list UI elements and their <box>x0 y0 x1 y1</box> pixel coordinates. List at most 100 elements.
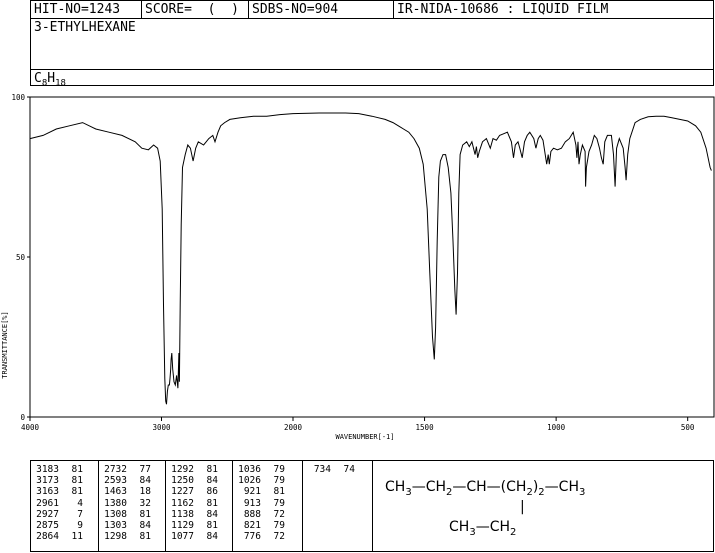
peak-row: 3183 81 <box>31 464 98 475</box>
peak-row: 3173 81 <box>31 475 98 486</box>
peak-row: 913 79 <box>233 498 302 509</box>
peak-transmittance: 84 <box>206 531 218 543</box>
score-field: SCORE= ( ) <box>142 1 249 18</box>
peak-transmittance: 84 <box>139 475 151 487</box>
structure-branch: CH3—CH2 <box>449 519 517 538</box>
peak-row: 2593 84 <box>99 475 165 486</box>
peak-wavenumber: 2593 <box>104 475 127 487</box>
peak-transmittance: 79 <box>273 464 285 475</box>
peak-row: 1227 86 <box>166 486 232 497</box>
peak-wavenumber: 1380 <box>104 497 127 509</box>
peak-wavenumber: 1162 <box>171 497 194 509</box>
peak-transmittance: 81 <box>71 464 83 475</box>
peak-transmittance: 84 <box>139 520 151 532</box>
spectrum-header: HIT-NO=1243 SCORE= ( ) SDBS-NO=904 IR-NI… <box>30 0 714 89</box>
peak-wavenumber: 1298 <box>104 531 127 543</box>
peak-transmittance: 18 <box>139 486 151 498</box>
peak-transmittance: 84 <box>206 475 218 487</box>
peak-row: 1298 81 <box>99 531 165 542</box>
peak-wavenumber: 3173 <box>36 475 59 487</box>
x-tick-label: 3000 <box>152 423 171 432</box>
peak-row: 2864 11 <box>31 531 98 542</box>
peak-wavenumber: 1026 <box>238 475 261 487</box>
peak-row: 2732 77 <box>99 464 165 475</box>
transmittance-curve <box>29 112 712 405</box>
peak-wavenumber: 2732 <box>104 464 127 475</box>
peak-row: 888 72 <box>233 509 302 520</box>
peak-transmittance: 32 <box>139 497 151 509</box>
peak-column-3: 1292 81 1250 84 1227 86 1162 81 1138 84 1129 81 1077… <box>166 461 233 551</box>
x-tick-label: 1000 <box>547 423 566 432</box>
peak-wavenumber: 2864 <box>36 531 59 543</box>
peak-transmittance: 9 <box>77 520 83 532</box>
y-tick-label: 50 <box>16 253 26 262</box>
peak-transmittance: 81 <box>206 520 218 532</box>
y-axis-ticks: 0 50 100 <box>11 93 30 422</box>
peak-transmittance: 72 <box>273 531 285 543</box>
x-tick-label: 1500 <box>416 423 435 432</box>
peak-wavenumber: 1138 <box>171 508 194 520</box>
peak-row: 1463 18 <box>99 486 165 497</box>
ir-sample-info: IR-NIDA-10686 : LIQUID FILM <box>397 2 609 17</box>
peak-transmittance: 81 <box>139 508 151 520</box>
peak-row: 1026 79 <box>233 475 302 486</box>
peak-row: 3163 81 <box>31 486 98 497</box>
peak-wavenumber: 1227 <box>171 486 194 498</box>
structural-formula: CH3—CH2—CH—(CH2)2—CH3 | CH3—CH2 <box>373 461 713 551</box>
peak-transmittance: 81 <box>273 486 285 498</box>
peak-wavenumber: 913 <box>243 497 261 509</box>
x-tick-label: 4000 <box>21 423 40 432</box>
peak-row: 1292 81 <box>166 464 232 475</box>
peak-row: 776 72 <box>233 531 302 542</box>
peak-row: 1303 84 <box>99 520 165 531</box>
peak-transmittance: 79 <box>273 475 285 487</box>
peak-column-5: 734 74 <box>303 461 373 551</box>
peak-wavenumber: 1250 <box>171 475 194 487</box>
peak-wavenumber: 2927 <box>36 508 59 520</box>
peak-wavenumber: 1129 <box>171 520 194 532</box>
x-tick-label: 2000 <box>284 423 303 432</box>
plot-frame <box>29 96 715 418</box>
peak-row: 2927 7 <box>31 509 98 520</box>
peak-wavenumber: 1292 <box>171 464 194 475</box>
peak-column-2: 2732 77 2593 84 1463 18 1380 32 1308 81 1303 84 1298… <box>99 461 166 551</box>
peak-row: 1129 81 <box>166 520 232 531</box>
peak-row: 921 81 <box>233 486 302 497</box>
peak-transmittance: 11 <box>71 531 83 543</box>
peak-row: 734 74 <box>303 464 372 475</box>
peak-wavenumber: 821 <box>243 520 261 532</box>
peak-wavenumber: 888 <box>243 508 261 520</box>
x-axis-ticks: 4000 3000 2000 1500 1000 500 <box>21 417 695 432</box>
peak-transmittance: 79 <box>273 520 285 532</box>
peak-transmittance: 74 <box>343 464 355 475</box>
peak-transmittance: 81 <box>71 486 83 498</box>
peak-wavenumber: 1303 <box>104 520 127 532</box>
header-divider <box>31 18 713 19</box>
peak-row: 2875 9 <box>31 520 98 531</box>
hit-number: HIT-NO=1243 <box>31 1 142 18</box>
peak-column-4: 1036 79 1026 79 921 81 913 79 888 72 821 79 776 72 <box>233 461 303 551</box>
peak-row: 2961 4 <box>31 498 98 509</box>
peak-transmittance: 81 <box>206 464 218 475</box>
peak-transmittance: 81 <box>71 475 83 487</box>
x-tick-label: 500 <box>681 423 695 432</box>
peak-wavenumber: 1308 <box>104 508 127 520</box>
peak-wavenumber: 2961 <box>36 497 59 509</box>
peak-wavenumber: 1463 <box>104 486 127 498</box>
peak-wavenumber: 3163 <box>36 486 59 498</box>
structure-branch-bond: | <box>520 499 525 515</box>
peak-row: 1162 81 <box>166 498 232 509</box>
peak-wavenumber: 2875 <box>36 520 59 532</box>
formula-divider <box>31 69 713 70</box>
x-axis-label: WAVENUMBER[-1] <box>335 433 394 441</box>
peak-transmittance: 7 <box>77 508 83 520</box>
peak-row: 821 79 <box>233 520 302 531</box>
peak-transmittance: 72 <box>273 508 285 520</box>
peak-row: 1138 84 <box>166 509 232 520</box>
peak-transmittance: 77 <box>139 464 151 475</box>
peak-wavenumber: 776 <box>243 531 261 543</box>
peak-transmittance: 81 <box>206 497 218 509</box>
peak-row: 1036 79 <box>233 464 302 475</box>
y-axis-label: TRANSMITTANCE[%] <box>1 311 9 378</box>
peak-transmittance: 81 <box>139 531 151 543</box>
